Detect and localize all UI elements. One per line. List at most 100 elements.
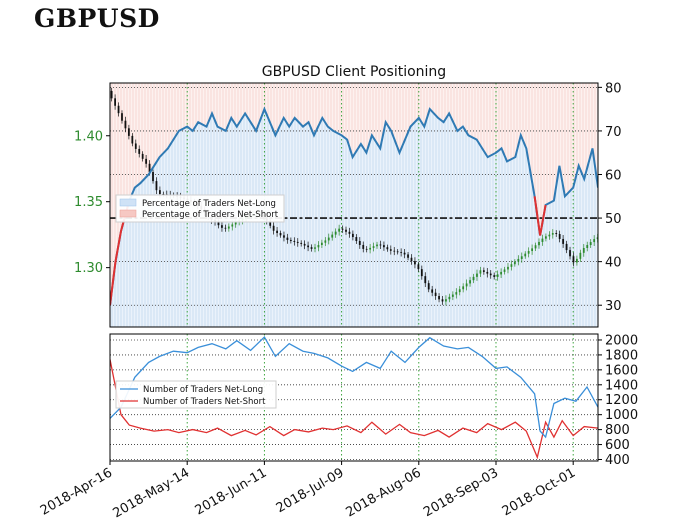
count-tick-label: 400 [605,453,630,468]
price-axis: 1.30 1.35 1.40 [74,129,110,276]
price-candle [269,220,272,226]
price-candle [307,245,309,248]
price-candle [355,237,358,242]
price-candle [289,239,292,241]
price-candle [110,90,113,99]
price-candle [221,225,223,228]
count-tick-label: 2000 [605,333,638,348]
price-candle [534,245,537,249]
price-candle [593,239,596,243]
percentage-tick-label: 50 [605,212,622,227]
price-candle [365,248,368,250]
price-candle [410,257,413,262]
price-candle [486,271,489,274]
price-candle [482,270,485,272]
price-candle [531,248,534,252]
positioning-panel: 1.30 1.35 1.40 30 40 50 60 70 80 Percentage of … [74,81,622,328]
price-tick-label: 1.35 [74,195,103,210]
price-candle [596,237,598,240]
price-candle [379,244,382,246]
price-candle [331,234,334,238]
price-candle [424,276,427,284]
price-candle [393,250,396,252]
count-tick-label: 1600 [605,363,638,378]
price-candle [551,233,554,235]
price-candle [114,98,117,106]
price-candle [538,241,540,246]
price-tick-label: 1.30 [74,261,103,276]
price-candle [589,242,592,246]
price-candle [362,244,365,249]
price-candle [527,251,530,254]
price-candle [348,231,351,234]
price-candle [451,294,454,297]
price-candle [386,247,389,250]
page-title: GBPUSD [34,4,160,33]
price-candle [351,233,354,238]
date-tick-label: 2018-Apr-16 [38,465,115,518]
price-candle [510,264,513,267]
price-candle [462,286,465,290]
price-candle [341,228,344,230]
percentage-tick-label: 30 [605,299,622,314]
count-tick-label: 1800 [605,348,638,363]
legend-box [115,194,285,223]
price-candle [565,243,568,251]
price-candle [472,276,475,281]
chart-title: GBPUSD Client Positioning [262,64,446,80]
price-candle [121,113,123,121]
net-short-percentage-line [533,196,547,236]
legend-swatch-net-short [119,209,137,218]
price-candle [562,238,565,244]
price-candle [279,233,282,236]
price-candle [431,289,434,293]
price-candle [276,230,278,234]
net-long-count-line [110,335,598,439]
price-candle [500,271,502,275]
net-long-percentage-line [110,106,598,306]
price-candle [400,252,403,253]
price-candle [455,292,458,295]
price-candle [310,247,313,249]
price-candle [134,143,137,149]
price-candle [586,245,589,248]
price-candle [286,237,289,240]
count-tick-label: 1400 [605,378,638,393]
price-candle [145,158,148,164]
price-candle [548,234,551,237]
price-candle [131,135,134,144]
price-candle [217,222,220,226]
price-candle [389,249,392,251]
date-tick-label: 2018-Jun-11 [193,465,270,518]
price-candle [300,242,303,244]
price-candle [324,240,327,243]
count-tick-label: 600 [605,438,630,453]
price-candles [110,87,598,306]
price-candle [124,120,127,129]
price-candle [458,289,461,293]
price-candle [579,252,582,259]
price-candle [572,256,575,263]
percentage-tick-label: 60 [605,169,622,184]
price-candle [414,261,416,265]
price-candle [148,163,151,173]
net-short-count-line [110,359,598,460]
price-candle [489,273,492,276]
price-candle [544,236,547,239]
price-candle [317,245,320,248]
price-candle [283,235,285,238]
price-candle [503,269,506,272]
legend-box [115,380,277,409]
price-candle [576,258,578,263]
price-candle [555,233,558,235]
price-candle [127,128,130,136]
count-tick-label: 1000 [605,408,638,423]
price-candle [141,153,144,159]
price-candle [334,231,337,235]
price-candle [227,226,230,229]
price-candle [272,225,275,231]
